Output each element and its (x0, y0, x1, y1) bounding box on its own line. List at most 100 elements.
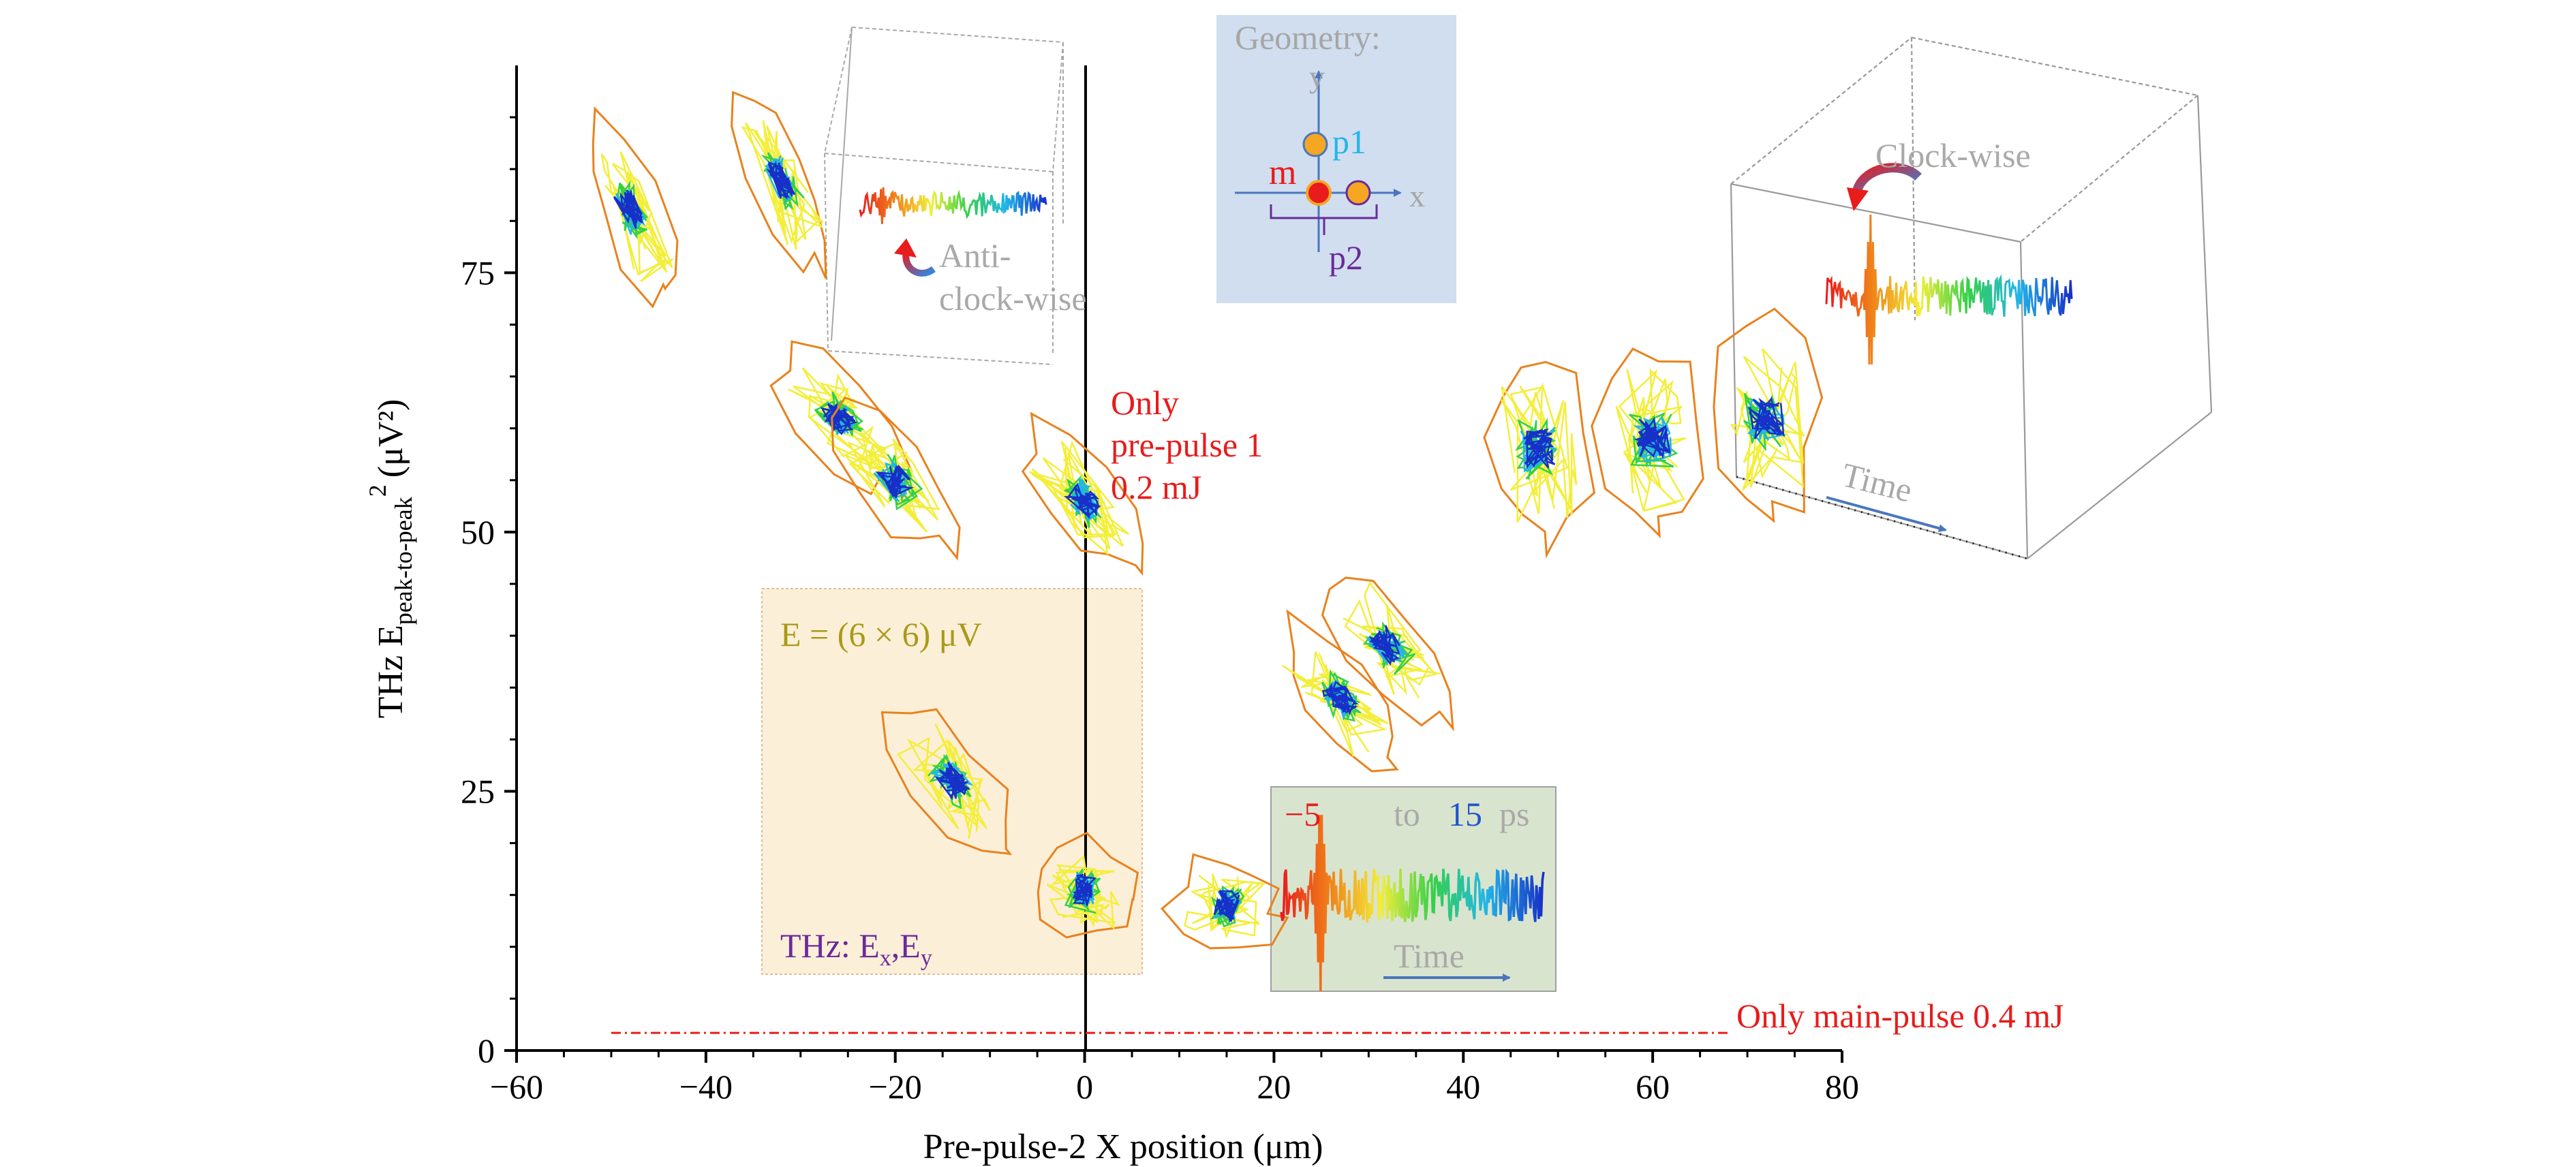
clusters-layer (592, 91, 1824, 950)
x-tick-label: −40 (679, 1068, 733, 1106)
cluster-yellow-trace (1730, 348, 1805, 491)
data-cluster (1037, 831, 1139, 939)
y-axis-label-sup: 2 (364, 484, 391, 497)
cluster-blue-trace (820, 402, 858, 435)
cluster-point (1336, 694, 1344, 702)
data-cluster (831, 396, 961, 561)
data-cluster (1160, 853, 1289, 950)
scale-label: E = (6 × 6) μV (780, 615, 982, 653)
cluster-point (835, 414, 842, 422)
geometry-label-m: m (1269, 153, 1296, 192)
thz-fields-sub-y: y (921, 946, 932, 971)
thz-fields-sep: ,E (891, 927, 921, 965)
cluster-point (1081, 497, 1088, 505)
waveform-inset (1280, 815, 1545, 992)
time-to-label: to (1394, 795, 1420, 833)
data-cluster (1321, 576, 1454, 732)
marker-m (1306, 180, 1332, 206)
cluster-orange-trace (1591, 347, 1704, 539)
cluster-orange-trace (1160, 853, 1289, 950)
y-tick-label: 50 (461, 513, 495, 551)
cluster-orange-trace (880, 708, 1013, 856)
axes (515, 65, 1842, 1052)
cluster-point (949, 777, 956, 785)
cluster-orange-trace (731, 91, 827, 279)
anticlockwise-arrow-head (894, 238, 917, 258)
geometry-title: Geometry: (1235, 18, 1381, 57)
marker-p2 (1345, 180, 1371, 206)
cluster-orange-trace (1286, 609, 1399, 773)
cluster-blue-trace (613, 189, 644, 229)
cluster-yellow-trace (1184, 873, 1266, 939)
clockwise-label: Clock-wise (1875, 136, 2031, 174)
cluster-point (1384, 642, 1392, 650)
waveform-clockwise (1825, 214, 2073, 365)
cluster-blue-trace (1072, 873, 1097, 906)
only-pre-pulse-1-line3: 0.2 mJ (1111, 468, 1201, 506)
time-start-label: −5 (1285, 795, 1321, 833)
y-axis-label: THz Epeak-to-peak2 (μV²) (364, 399, 417, 719)
cluster-orange-trace (1021, 411, 1144, 576)
geometry-label-p2: p2 (1329, 238, 1363, 277)
y-axis-label-unit: (μV²) (371, 399, 410, 478)
cluster-yellow-trace (1615, 368, 1686, 512)
data-cluster (880, 708, 1013, 856)
only-pre-pulse-1-line1: Only (1111, 384, 1179, 422)
x-tick-label: 40 (1446, 1068, 1480, 1106)
thz-fields-prefix: THz: E (780, 927, 880, 965)
marker-p1 (1302, 131, 1328, 157)
x-tick-label: 20 (1257, 1068, 1291, 1106)
cluster-yellow-trace (600, 151, 674, 283)
waveform-anticlockwise (859, 187, 1047, 224)
cluster-point (1762, 414, 1770, 422)
cluster-blue-trace (934, 761, 970, 800)
y-tick-label: 75 (461, 253, 495, 292)
cluster-orange-trace (1037, 831, 1139, 939)
cluster-point (1223, 901, 1230, 909)
thz-fields-sub-x: x (880, 946, 891, 971)
geometry-axis-y-label: y (1309, 59, 1325, 94)
x-ticks: −60 −40 −20 0 20 40 60 80 (490, 1051, 1859, 1106)
x-tick-label: 60 (1636, 1068, 1670, 1106)
y-axis-label-main: THz E (371, 625, 410, 718)
data-cluster (592, 106, 679, 309)
cluster-blue-trace (1634, 417, 1672, 459)
time-3d-label: Time (1838, 455, 1916, 509)
data-cluster (1282, 609, 1399, 773)
cluster-yellow-trace (1343, 581, 1441, 699)
x-tick-label: 0 (1076, 1068, 1093, 1106)
cluster-point (1649, 435, 1657, 442)
cluster-orange-trace (592, 106, 679, 309)
cluster-yellow-trace (896, 723, 991, 839)
time-end-label: 15 (1448, 795, 1482, 833)
anti-clockwise-3d-box (824, 27, 1064, 365)
cluster-point (626, 207, 634, 215)
data-cluster (1591, 347, 1704, 539)
anticlockwise-arrow-icon (902, 251, 936, 277)
anti-clock-label-2: clock-wise (939, 279, 1087, 317)
geometry-label-p1: p1 (1332, 123, 1366, 161)
y-ticks: 0 25 50 75 (461, 116, 517, 1070)
geometry-inset: Geometry: y x p1 m p2 (1216, 15, 1456, 303)
data-cluster (1483, 360, 1596, 559)
cluster-orange-trace (831, 396, 961, 561)
time-axis-ticks (1736, 476, 2028, 560)
time-unit-label: ps (1499, 795, 1529, 833)
clockwise-arrow-head (1847, 187, 1869, 211)
data-cluster (1713, 307, 1824, 523)
cluster-yellow-trace (1029, 440, 1130, 556)
cluster-orange-trace (1321, 576, 1454, 732)
clockwise-arrow-icon (1852, 163, 1922, 193)
x-tick-label: 80 (1825, 1068, 1859, 1106)
y-tick-label: 0 (478, 1031, 495, 1070)
geometry-axis-x-label: x (1409, 178, 1425, 213)
time-arrow-3d (1826, 496, 1947, 533)
x-tick-label: −20 (869, 1068, 922, 1106)
thz-fields-label: THz: Ex,Ey (780, 927, 932, 971)
y-tick-label: 25 (461, 772, 495, 810)
cluster-orange-trace (1713, 307, 1824, 523)
time-inset-label: Time (1394, 937, 1465, 975)
cluster-point (1535, 446, 1543, 453)
cluster-point (1081, 886, 1088, 894)
